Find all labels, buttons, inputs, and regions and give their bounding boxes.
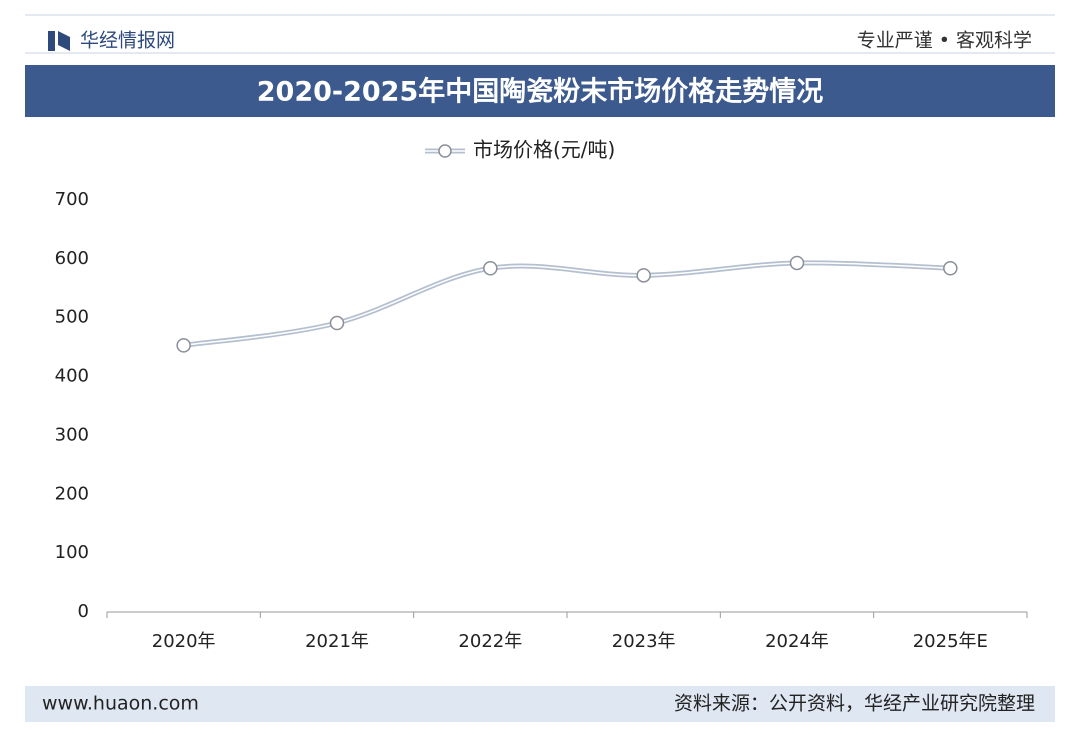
- x-tick-label: 2020年: [152, 631, 216, 652]
- brand: 华经情报网: [80, 30, 175, 52]
- y-tick-label: 200: [55, 483, 89, 504]
- y-tick-label: 300: [55, 424, 89, 445]
- source: 资料来源：公开资料，华经产业研究院整理: [674, 693, 1035, 715]
- y-tick-label: 400: [55, 366, 89, 387]
- x-tick-label: 2023年: [612, 631, 676, 652]
- slogan: 专业严谨 • 客观科学: [857, 30, 1032, 52]
- x-tick-label: 2025年E: [913, 631, 988, 652]
- website: www.huaon.com: [42, 693, 199, 715]
- y-tick-label: 700: [55, 189, 89, 210]
- x-tick-label: 2024年: [765, 631, 829, 652]
- point: [483, 261, 498, 276]
- footer-band: [25, 686, 1055, 722]
- x-tick-label: 2022年: [458, 631, 522, 652]
- line: [183, 262, 951, 347]
- point: [789, 255, 805, 271]
- point: [636, 268, 651, 283]
- logo: [58, 31, 70, 51]
- legend-marker: [438, 144, 452, 158]
- legend-label: 市场价格(元/吨): [473, 138, 615, 162]
- logo: [48, 31, 55, 51]
- title-band: [25, 65, 1055, 117]
- point: [176, 338, 191, 353]
- line-shadow: [183, 260, 951, 348]
- y-tick-label: 600: [55, 248, 89, 269]
- y-tick-label: 0: [78, 601, 89, 622]
- y-tick-label: 500: [55, 307, 89, 328]
- chart-title: 2020-2025年中国陶瓷粉末市场价格走势情况: [257, 76, 824, 108]
- x-tick-label: 2021年: [305, 631, 369, 652]
- y-tick-label: 100: [55, 542, 89, 563]
- point: [943, 261, 958, 276]
- point: [329, 315, 345, 331]
